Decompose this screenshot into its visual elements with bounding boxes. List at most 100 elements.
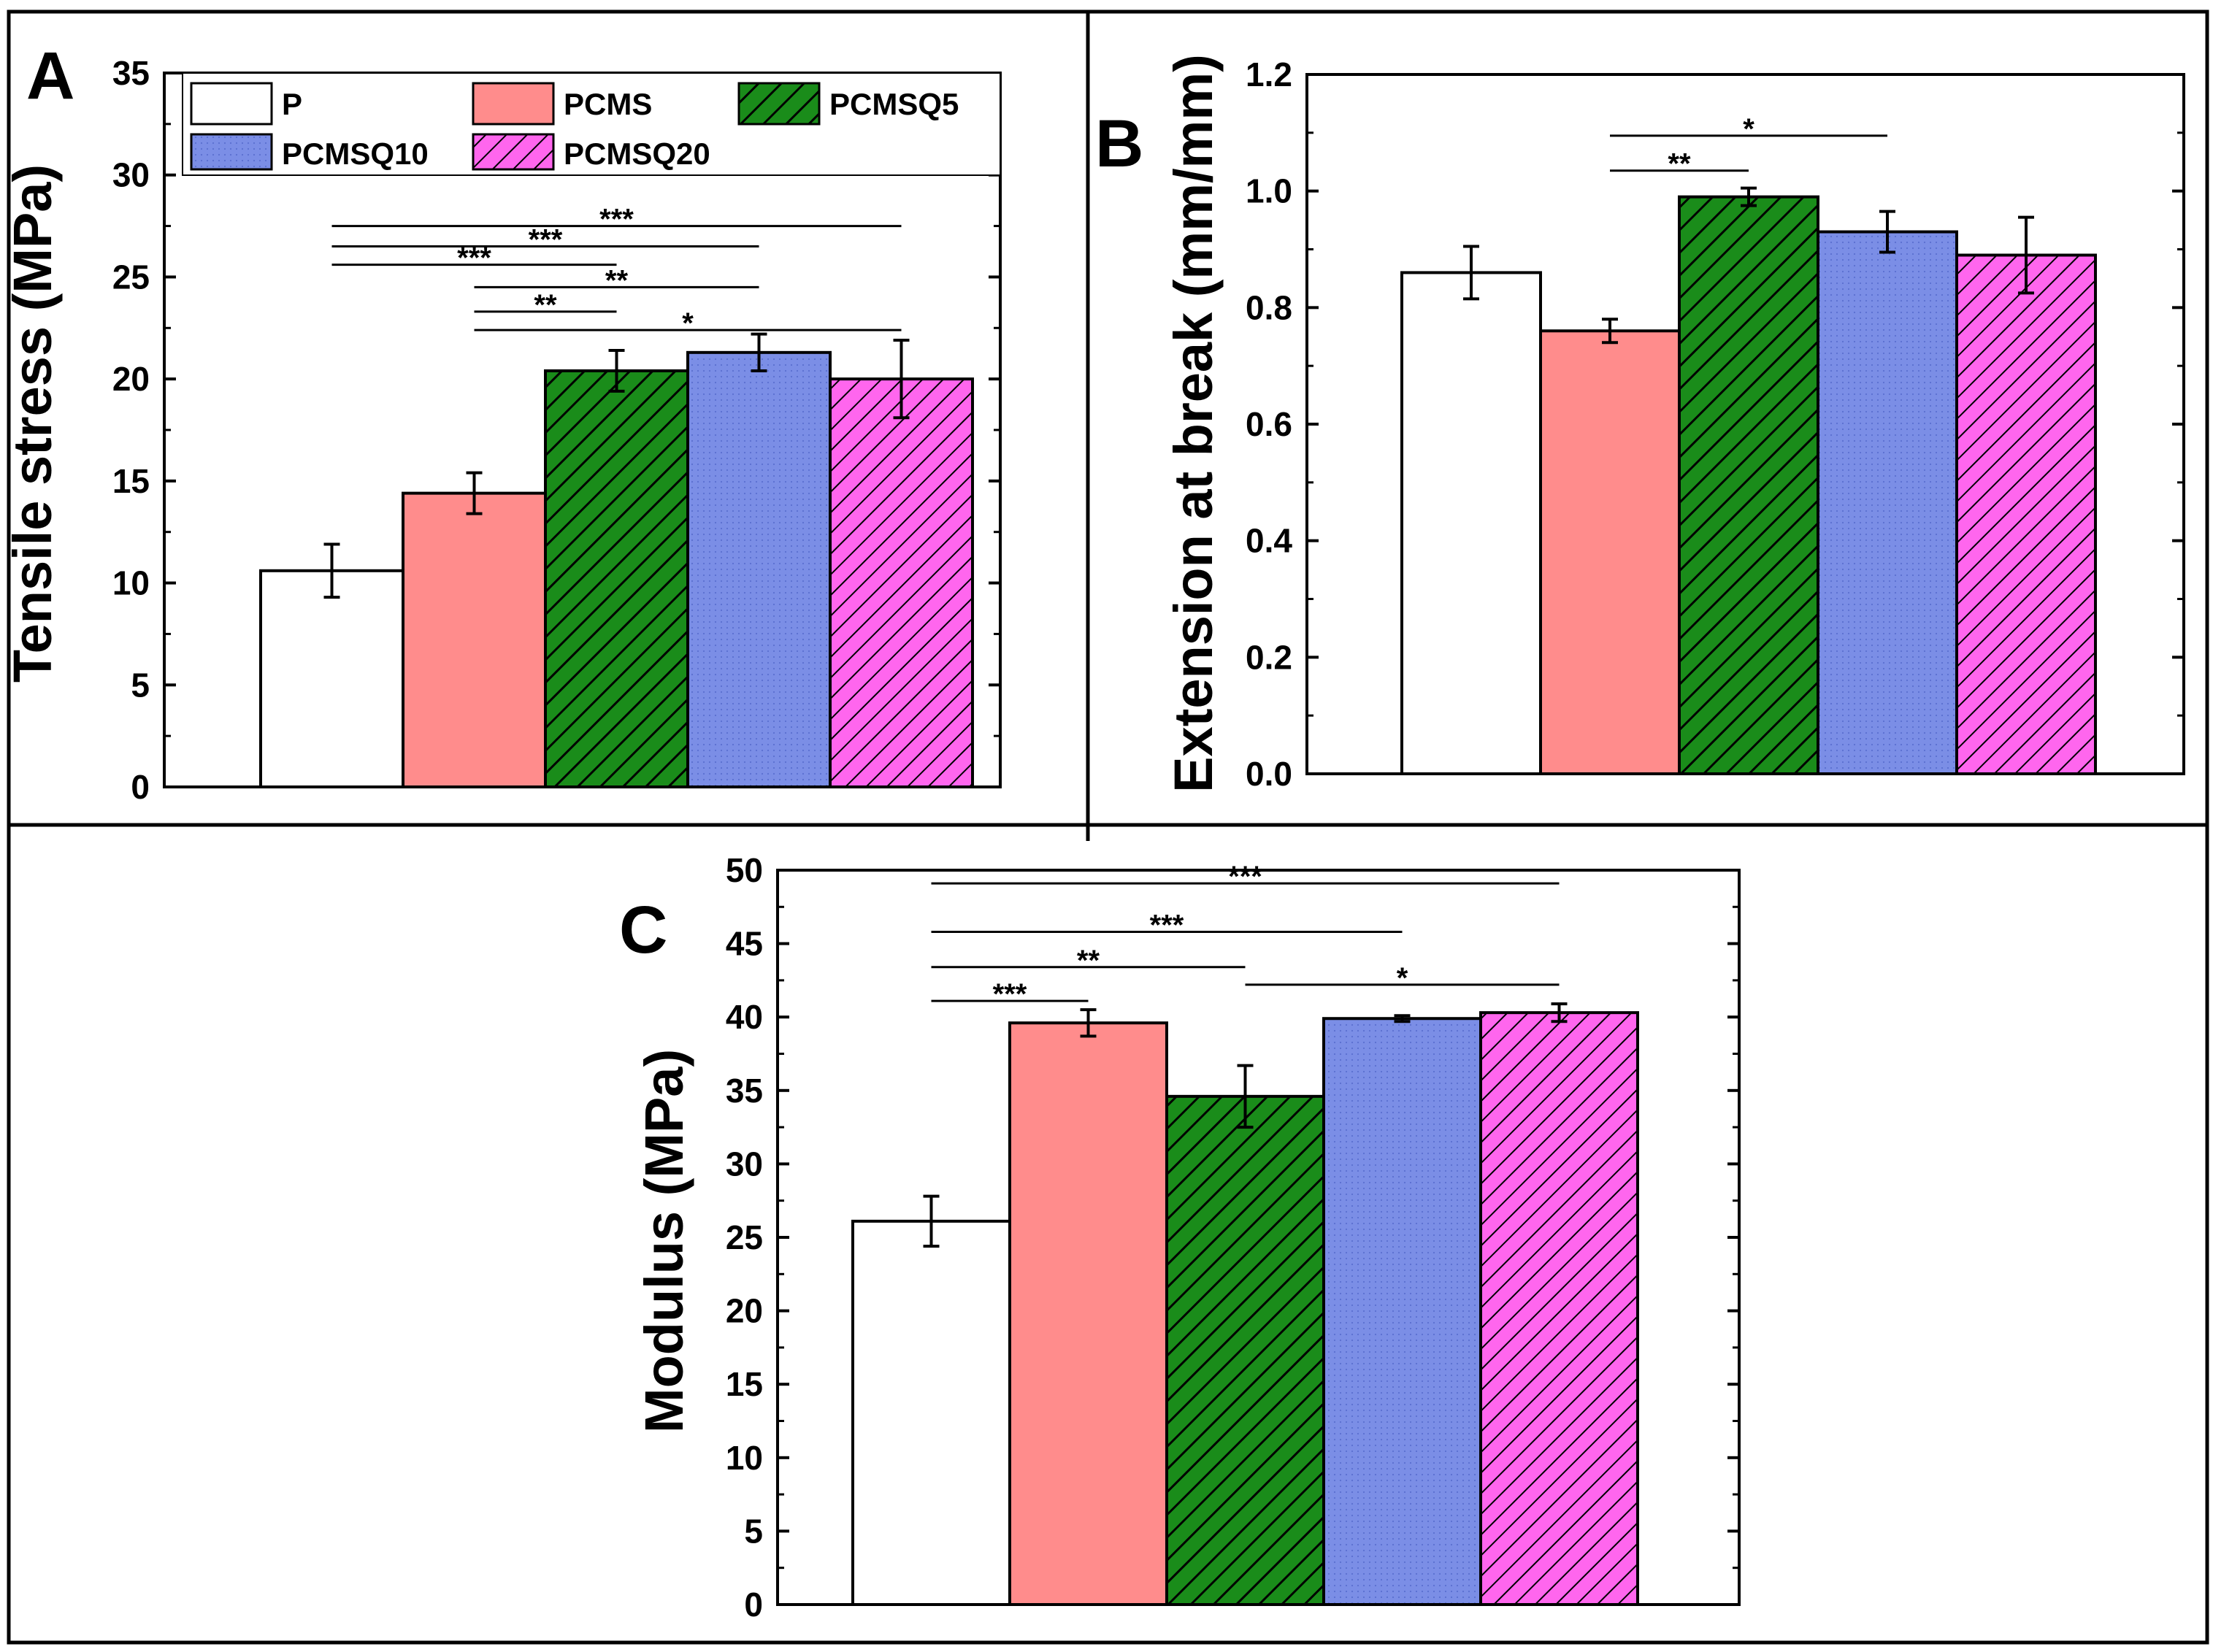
significance-label: *** (529, 224, 563, 256)
y-tick-label: 35 (112, 54, 150, 92)
y-tick-label: 0.8 (1246, 288, 1292, 326)
significance-label: * (682, 307, 694, 339)
y-tick-label: 10 (726, 1439, 763, 1477)
bar-p (1400, 271, 1542, 775)
legend-box (182, 72, 1001, 176)
bar-p (851, 1219, 1011, 1607)
y-tick-label: 0 (744, 1586, 763, 1624)
error-bar-pcmsq20 (2018, 215, 2034, 295)
error-bar-pcms (1080, 1008, 1097, 1038)
y-tick-label: 40 (726, 998, 763, 1036)
error-bars (923, 1002, 1568, 1248)
significance-label: *** (993, 978, 1027, 1010)
y-tick-label: 45 (726, 925, 763, 963)
y-tick-label: 35 (726, 1072, 763, 1110)
legend-label-pcmsq20: PCMSQ20 (564, 137, 710, 171)
error-bar-p (323, 542, 340, 599)
error-bar-pcmsq10 (1394, 1014, 1411, 1023)
y-tick-label: 0.0 (1246, 755, 1292, 793)
legend-label-pcms: PCMS (564, 87, 652, 121)
bars (259, 350, 974, 789)
y-tick-label: 0 (131, 768, 150, 806)
significance-label: *** (457, 242, 491, 274)
error-bar-pcmsq10 (1879, 210, 1895, 254)
bar-pcmsq20 (1955, 253, 2097, 775)
y-tick-label: 0.4 (1246, 522, 1292, 560)
y-tick-label: 15 (112, 462, 150, 500)
legend-label-pcmsq5: PCMSQ5 (829, 87, 959, 121)
panel-letter-c: C (619, 893, 667, 967)
significance-label: *** (1150, 910, 1184, 942)
bar-pcmsq5 (1165, 1094, 1325, 1606)
axis-ticks: 0 5 10 15 20 25 30 35 (112, 54, 1000, 806)
bar-pcmsq10 (1817, 230, 1958, 775)
y-axis-label: Tensile stress (MPa) (2, 164, 63, 683)
bar-pcms (1539, 329, 1681, 775)
axis-ticks: 0 5 10 15 20 25 30 35 40 45 50 (726, 851, 1739, 1624)
error-bar-pcms (466, 471, 483, 515)
significance-label: ** (1077, 945, 1100, 977)
error-bar-pcmsq5 (1741, 186, 1757, 207)
error-bar-pcmsq5 (1237, 1064, 1254, 1129)
bar-pcms (1008, 1021, 1168, 1607)
bar-pcmsq20 (829, 377, 974, 788)
significance-label: * (1743, 113, 1754, 145)
panel-letter-b: B (1095, 107, 1143, 181)
error-bars (1463, 186, 2034, 345)
error-bar-pcmsq20 (893, 339, 910, 420)
error-bar-p (1463, 245, 1479, 301)
legend-swatch-p (190, 82, 273, 126)
error-bar-pcmsq20 (1551, 1002, 1568, 1023)
bar-pcmsq5 (1678, 195, 1819, 775)
sig-brackets: ************ (931, 861, 1560, 1010)
y-tick-label: 25 (726, 1218, 763, 1256)
significance-label: ** (605, 264, 629, 296)
panel-letter-a: A (26, 39, 74, 113)
y-tick-label: 20 (726, 1292, 763, 1330)
significance-label: * (1397, 962, 1408, 994)
y-tick-label: 5 (744, 1512, 763, 1550)
y-tick-label: 1.0 (1246, 172, 1292, 210)
error-bar-pcmsq5 (608, 349, 625, 393)
bar-pcmsq5 (544, 369, 689, 789)
sig-brackets: ************** (331, 204, 902, 339)
y-tick-label: 30 (726, 1145, 763, 1183)
legend-label-p: P (282, 87, 302, 121)
panel-frame-bottom (7, 823, 2209, 1645)
y-tick-label: 1.2 (1246, 55, 1292, 93)
legend-swatch-pcmsq20 (472, 133, 555, 171)
y-axis-label: Modulus (MPa) (634, 1049, 694, 1433)
axis-ticks: 0.0 0.2 0.4 0.6 0.8 1.0 1.2 (1246, 55, 2184, 793)
significance-label: ** (1668, 148, 1691, 180)
y-tick-label: 0.2 (1246, 638, 1292, 676)
legend-swatch-pcmsq10 (190, 133, 273, 171)
plot-frame (776, 869, 1741, 1606)
bar-pcmsq10 (686, 350, 832, 788)
bars (1400, 195, 2097, 775)
significance-label: ** (534, 289, 557, 321)
legend-swatch-pcmsq5 (737, 82, 821, 126)
significance-label: *** (599, 204, 634, 236)
legend: P PCMS PCMSQ5 PCMSQ10 PCMSQ20 (182, 72, 1001, 176)
bar-p (259, 569, 404, 788)
plot-frame (1305, 73, 2185, 775)
y-tick-label: 25 (112, 258, 150, 296)
panel-frames (7, 9, 2209, 1645)
bar-pcmsq20 (1479, 1011, 1639, 1606)
y-tick-label: 20 (112, 360, 150, 398)
chart-panel-b: 0.00.20.40.60.81.01.2 *** Extension at b… (1095, 54, 2185, 793)
y-tick-label: 10 (112, 564, 150, 602)
y-axis-label: Extension at break (mm/mm) (1163, 54, 1224, 793)
y-tick-label: 0.6 (1246, 405, 1292, 443)
legend-label-pcmsq10: PCMSQ10 (282, 137, 429, 171)
y-tick-label: 5 (131, 666, 150, 704)
bar-pcmsq10 (1322, 1017, 1482, 1607)
y-tick-label: 30 (112, 156, 150, 194)
error-bar-pcmsq10 (751, 332, 767, 372)
bar-pcms (402, 491, 547, 788)
error-bars (323, 332, 910, 599)
y-tick-label: 50 (726, 851, 763, 889)
